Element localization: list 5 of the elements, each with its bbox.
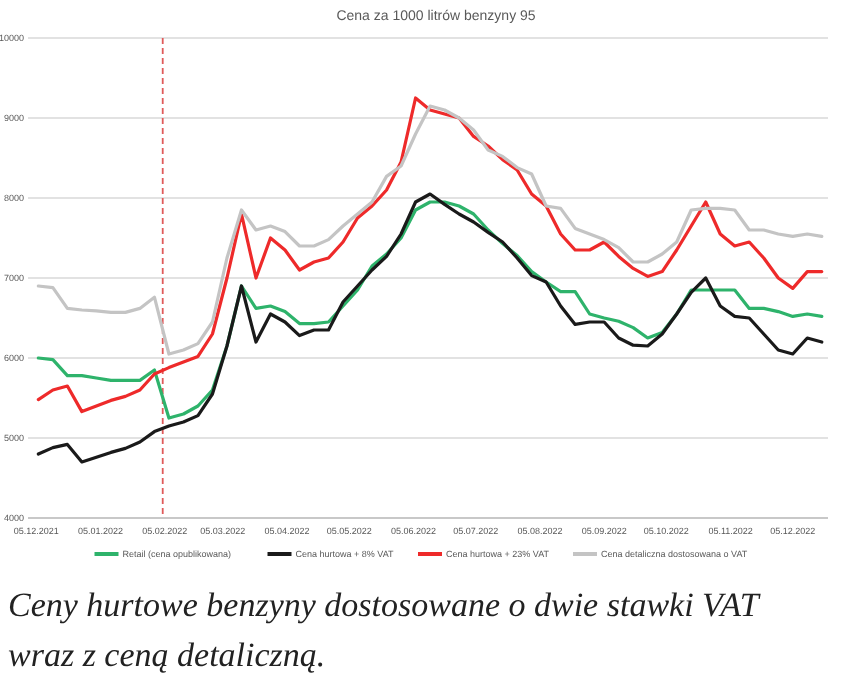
line-series (36, 96, 824, 414)
line-series (36, 192, 824, 464)
line-series (36, 200, 824, 420)
line-series (36, 104, 824, 356)
text: Ceny hurtowe benzyny dostosowane o dwie stawki VAT wraz z ceną detaliczną. (8, 586, 762, 674)
